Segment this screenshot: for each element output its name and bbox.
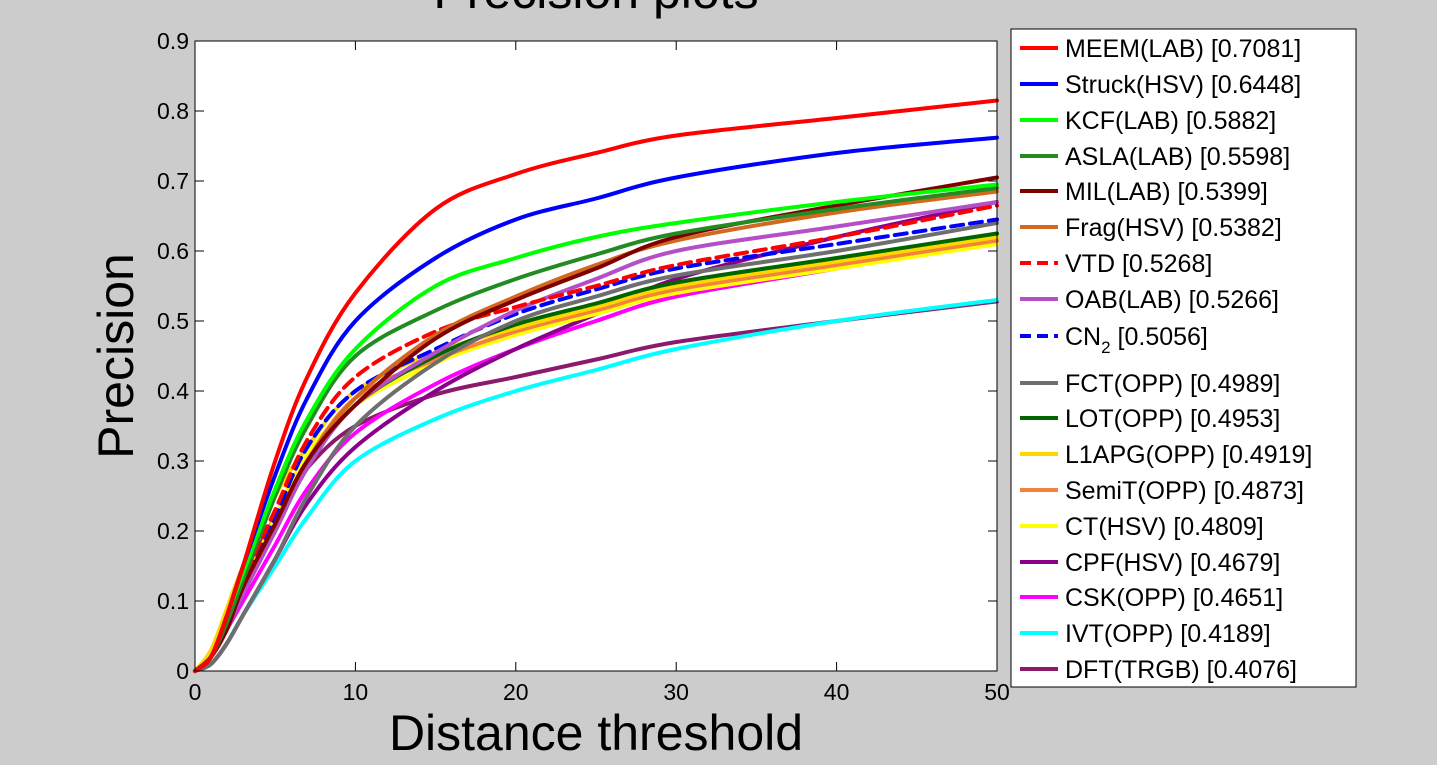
legend-label-17: DFT(TRGB) [0.4076] [1065,656,1297,684]
plot-frame [194,40,998,672]
x-tick-label: 40 [824,679,850,705]
series-line-3 [193,186,999,673]
y-tick-label: 0.1 [157,588,189,614]
legend-label-11: L1APG(OPP) [0.4919] [1065,441,1312,469]
x-tick-label: 30 [663,679,689,705]
x-tick-label: 50 [984,679,1010,705]
legend-label-12: SemiT(OPP) [0.4873] [1065,477,1304,505]
legend-label-5: Frag(HSV) [0.5382] [1065,214,1282,242]
x-axis-title: Distance threshold [389,705,803,761]
axes: 0 10 20 30 40 50 0 0.1 0.2 0.3 0.4 0.5 0.6 0.7 0.8 0.9 [157,28,1010,705]
legend-label-6: VTD [0.5268] [1065,250,1212,278]
legend-label-16: IVT(OPP) [0.4189] [1065,620,1271,648]
y-tick-label: 0.2 [157,518,189,544]
y-tick-label: 0 [176,658,189,684]
legend-label-1: Struck(HSV) [0.6448] [1065,71,1301,99]
y-tick-label: 0.4 [157,378,189,404]
legend-label-3: ASLA(LAB) [0.5598] [1065,143,1290,171]
legend: MEEM(LAB) [0.7081] Struck(HSV) [0.6448] KC… [1010,28,1357,688]
chart-title: Precision plots [433,0,758,19]
legend-label-10: LOT(OPP) [0.4953] [1065,405,1280,433]
legend-label-14: CPF(HSV) [0.4679] [1065,549,1280,577]
series-line-0 [193,98,999,673]
legend-label-13: CT(HSV) [0.4809] [1065,513,1264,541]
y-tick-label: 0.9 [157,28,189,54]
legend-label-0: MEEM(LAB) [0.7081] [1065,35,1301,63]
series-line-9 [193,221,999,673]
series-line-6 [193,203,999,673]
y-tick-label: 0.3 [157,448,189,474]
y-tick-label: 0.7 [157,168,189,194]
legend-label-2: KCF(LAB) [0.5882] [1065,107,1276,135]
legend-label-8: CN2 [0.5056] [1065,323,1208,357]
series-lines [193,98,999,673]
y-tick-label: 0.8 [157,98,189,124]
x-tick-label: 0 [189,679,202,705]
y-tick-label: 0.6 [157,238,189,264]
y-tick-label: 0.5 [157,308,189,334]
x-tick-label: 10 [343,679,369,705]
legend-box [1010,28,1357,688]
legend-label-15: CSK(OPP) [0.4651] [1065,584,1283,612]
legend-label-9: FCT(OPP) [0.4989] [1065,370,1280,398]
legend-label-7: OAB(LAB) [0.5266] [1065,286,1279,314]
legend-label-4: MIL(LAB) [0.5399] [1065,178,1268,206]
y-axis-title: Precision [88,253,144,459]
x-tick-label: 20 [503,679,529,705]
